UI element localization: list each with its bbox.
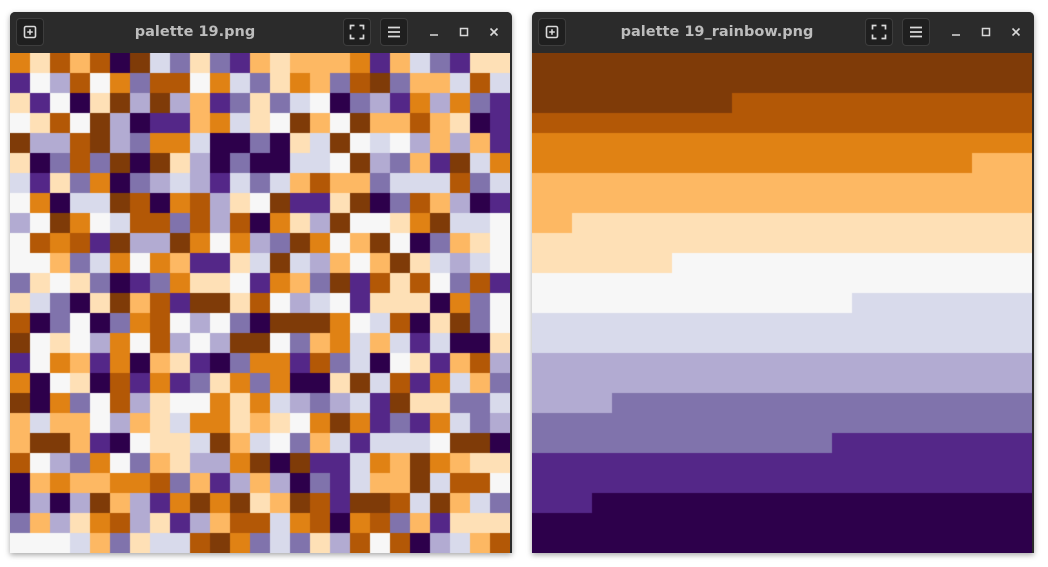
maximize-button[interactable]	[976, 22, 996, 42]
close-icon	[1011, 27, 1021, 37]
menu-button[interactable]	[380, 18, 408, 46]
minimize-button[interactable]	[424, 22, 444, 42]
titlebar: palette 19_rainbow.png	[532, 12, 1034, 52]
maximize-button[interactable]	[454, 22, 474, 42]
close-icon	[489, 27, 499, 37]
menu-button[interactable]	[902, 18, 930, 46]
new-tab-icon	[545, 25, 559, 39]
image-viewer-window-right: palette 19_rainbow.png	[532, 12, 1034, 553]
minimize-button[interactable]	[946, 22, 966, 42]
maximize-icon	[981, 27, 991, 37]
titlebar: palette 19.png	[10, 12, 512, 52]
hamburger-menu-icon	[910, 26, 922, 38]
fullscreen-icon	[871, 24, 887, 40]
close-button[interactable]	[1006, 22, 1026, 42]
window-title: palette 19_rainbow.png	[620, 24, 814, 40]
new-tab-icon	[23, 25, 37, 39]
fullscreen-icon	[349, 24, 365, 40]
minimize-icon	[952, 34, 960, 36]
close-button[interactable]	[484, 22, 504, 42]
fullscreen-button[interactable]	[865, 18, 893, 46]
image-viewer-window-left: palette 19.png	[10, 12, 512, 553]
hamburger-menu-icon	[388, 26, 400, 38]
new-tab-button[interactable]	[16, 18, 44, 46]
window-title: palette 19.png	[134, 24, 256, 40]
maximize-icon	[459, 27, 469, 37]
image-canvas	[10, 53, 510, 553]
image-canvas	[532, 53, 1032, 553]
minimize-icon	[430, 34, 438, 36]
new-tab-button[interactable]	[538, 18, 566, 46]
fullscreen-button[interactable]	[343, 18, 371, 46]
